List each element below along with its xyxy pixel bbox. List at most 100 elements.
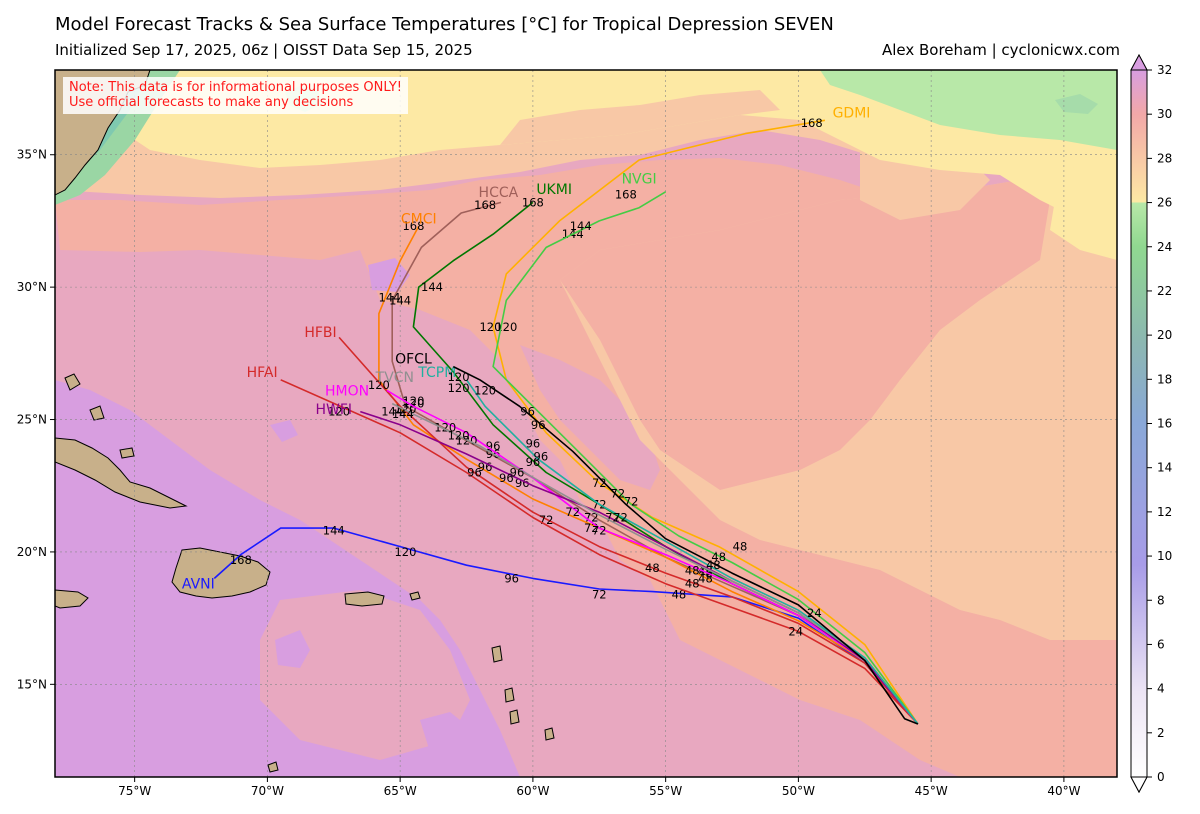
- forecast-hour-label: 144: [570, 219, 592, 233]
- sst-violet-spot-4: [270, 420, 298, 442]
- land-jamaica: [55, 589, 89, 609]
- track-hfai: 24 48 96 120 HFAI: [247, 365, 919, 725]
- lat-tick-label: 25°N: [17, 413, 47, 427]
- lat-tick-label: 30°N: [17, 280, 47, 294]
- forecast-hour-label: 96: [531, 418, 546, 432]
- lon-tick-label: 70°W: [251, 784, 284, 798]
- colorbar-tick-label: 4: [1157, 682, 1165, 696]
- forecast-hour-label: 120: [448, 370, 470, 384]
- lon-tick-label: 55°W: [649, 784, 682, 798]
- track-line-hfai: [280, 379, 919, 725]
- land-lesser-antilles-2: [504, 687, 515, 703]
- forecast-hour-label: 96: [520, 405, 535, 419]
- map-axis-ticks: 75°W 70°W 65°W 60°W 55°W 50°W 45°W 40°W 15°N 20°N…: [17, 148, 1081, 798]
- track-line-hmon: [386, 389, 919, 725]
- forecast-hour-label: 144: [389, 293, 411, 307]
- forecast-hour-label: 48: [698, 571, 713, 585]
- colorbar-tick-label: 2: [1157, 726, 1165, 740]
- track-name-label: HFAI: [247, 365, 278, 381]
- colorbar-tick-label: 32: [1157, 63, 1172, 77]
- colorbar-tick-label: 24: [1157, 240, 1172, 254]
- forecast-hour-label: 96: [504, 571, 519, 585]
- lon-tick-label: 40°W: [1047, 784, 1080, 798]
- forecast-hour-label: 144: [379, 291, 401, 305]
- track-line-avni: [213, 527, 919, 725]
- map-gridlines: [55, 70, 1117, 777]
- sst-peach-lobe: [500, 90, 780, 145]
- forecast-hour-label: 120: [474, 383, 496, 397]
- colorbar-tick-label: 20: [1157, 328, 1172, 342]
- land-virgin-islands: [409, 591, 421, 601]
- colorbar-tick-label: 18: [1157, 372, 1172, 386]
- lon-tick-label: 65°W: [384, 784, 417, 798]
- forecast-hour-label: 120: [434, 420, 456, 434]
- track-name-label: HMON: [325, 383, 369, 399]
- forecast-hour-label: 120: [448, 428, 470, 442]
- colorbar-tick-label: 14: [1157, 461, 1172, 475]
- forecast-hour-label: 120: [402, 397, 424, 411]
- track-name-label: AVNI: [182, 577, 215, 593]
- track-line-hwfi: [360, 410, 919, 725]
- forecast-hour-label: 72: [624, 495, 639, 509]
- land-lesser-antilles-1: [491, 645, 503, 663]
- forecast-hour-label: 168: [474, 198, 496, 212]
- lon-tick-label: 45°W: [915, 784, 948, 798]
- forecast-hour-label: 72: [592, 476, 607, 490]
- track-hfbi: 48 72 96 120 HFBI: [304, 325, 919, 725]
- forecast-hour-label: 96: [526, 436, 541, 450]
- forecast-hour-label: 48: [706, 558, 721, 572]
- forecast-hour-label: 48: [685, 577, 700, 591]
- map-credit: Alex Boreham | cyclonicwx.com: [881, 41, 1120, 59]
- forecast-hour-label: 96: [510, 465, 525, 479]
- sst-violet-spot-2: [420, 712, 470, 752]
- track-line-nvgi: [492, 191, 919, 725]
- lon-tick-label: 50°W: [782, 784, 815, 798]
- colorbar-tick-label: 10: [1157, 549, 1172, 563]
- forecast-hour-label: 72: [613, 511, 628, 525]
- sst-green-region: [820, 70, 1117, 150]
- disclaimer-line-2: Use official forecasts to make any decis…: [69, 95, 354, 110]
- sst-violet-spot-1: [275, 630, 310, 668]
- track-ofcl: 24 48 72 96 120 OFCL: [395, 352, 919, 725]
- forecast-hour-label: 120: [402, 394, 424, 408]
- lat-tick-label: 35°N: [17, 148, 47, 162]
- track-name-label: TCPM: [417, 365, 456, 381]
- land-bahamas-3: [119, 447, 135, 459]
- track-name-label: OFCL: [395, 352, 432, 368]
- track-line-cmci: [378, 225, 919, 725]
- colorbar-tick-label: 6: [1157, 637, 1165, 651]
- forecast-hour-label: 72: [565, 505, 580, 519]
- forecast-hour-label: 144: [381, 405, 403, 419]
- forecast-hour-label: 168: [615, 187, 637, 201]
- track-line-ofcl: [452, 365, 919, 725]
- forecast-hour-label: 96: [499, 471, 514, 485]
- land-lesser-antilles-4: [544, 727, 555, 741]
- land-small-islet: [267, 761, 279, 773]
- forecast-hour-label: 48: [645, 561, 660, 575]
- colorbar-tick-label: 12: [1157, 505, 1172, 519]
- track-avni: 48 72 96 120 144 168 AVNI: [182, 524, 919, 725]
- track-name-label: HFBI: [304, 325, 336, 341]
- forecast-hour-label: 96: [534, 450, 549, 464]
- track-line-tvcn: [391, 402, 919, 725]
- land-cuba: [55, 437, 188, 509]
- forecast-hour-label: 168: [801, 116, 823, 130]
- forecast-hour-label: 72: [584, 511, 599, 525]
- forecast-tracks: 487296120144168AVNI487296120144168GDMI48…: [182, 105, 919, 725]
- colorbar-tick-label: 0: [1157, 770, 1165, 784]
- forecast-hour-label: 72: [592, 587, 607, 601]
- colorbar-fill: [1131, 70, 1147, 777]
- sst-salmon-mid: [560, 180, 1050, 490]
- sst-pink-pocket: [520, 345, 660, 490]
- forecast-hour-label: 144: [323, 524, 345, 538]
- forecast-hour-label: 48: [672, 587, 687, 601]
- forecast-hour-label: 96: [486, 439, 501, 453]
- map-subtitle: Initialized Sep 17, 2025, 06z | OISST Da…: [55, 41, 473, 59]
- forecast-hour-label: 96: [478, 460, 493, 474]
